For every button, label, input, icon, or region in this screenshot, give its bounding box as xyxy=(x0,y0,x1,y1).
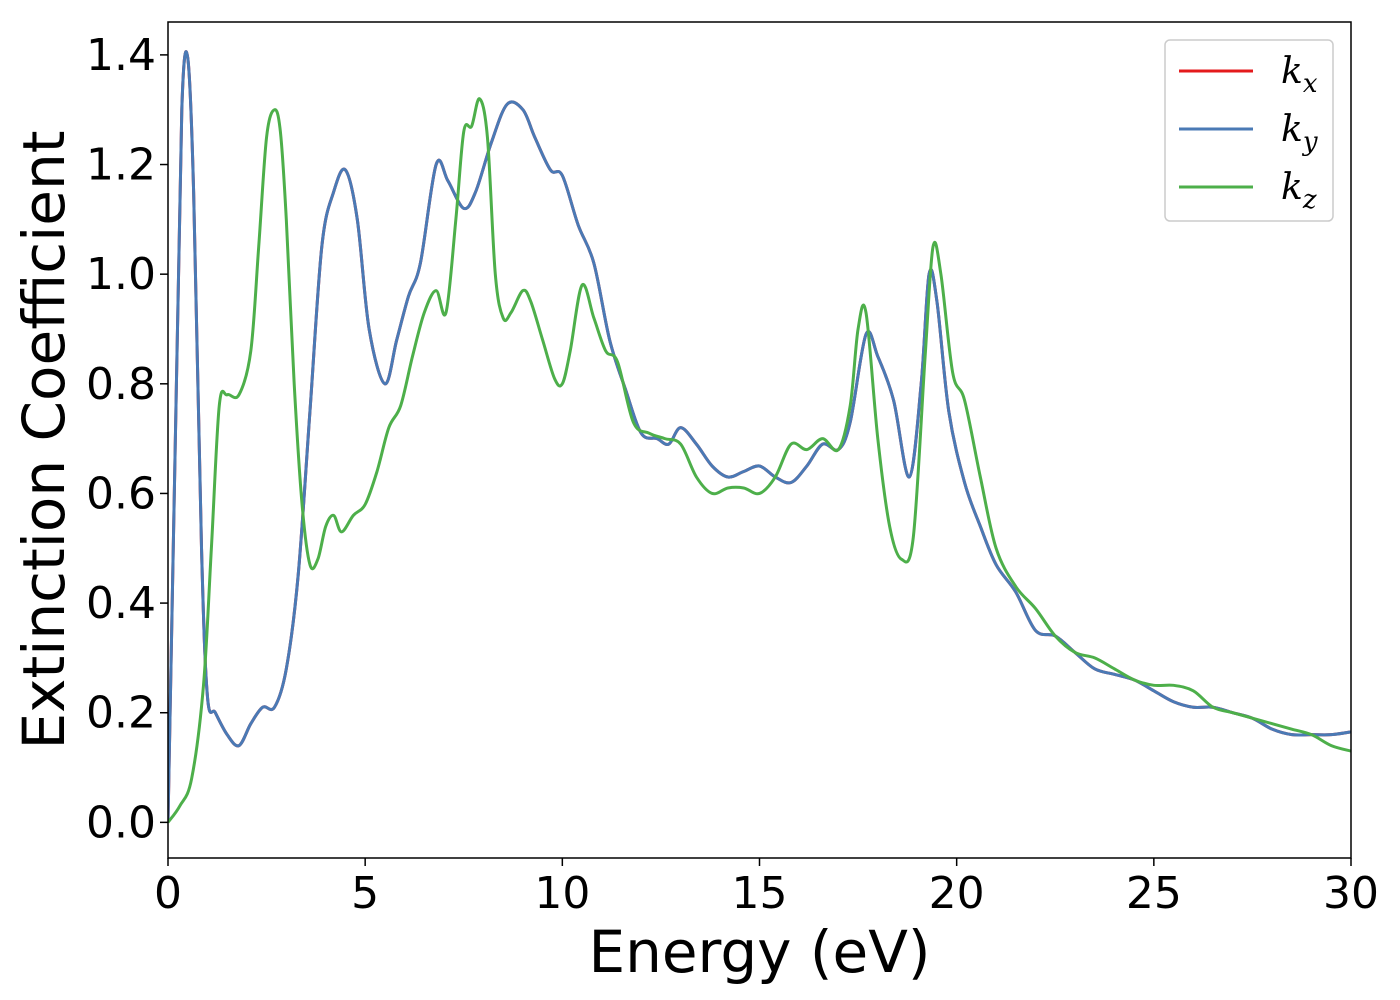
y-tick-label: 0.6 xyxy=(86,468,156,519)
legend-label-kz: kz xyxy=(1281,167,1317,215)
y-tick-label: 1.2 xyxy=(86,140,156,191)
legend-label-main: k xyxy=(1281,51,1303,92)
x-tick-label: 0 xyxy=(154,868,182,919)
series-line-kz xyxy=(168,97,1351,824)
legend-label-subscript: x xyxy=(1303,69,1318,99)
legend-label-subscript: y xyxy=(1302,127,1318,157)
legend-label-main: k xyxy=(1281,167,1303,208)
legend-label-ky: ky xyxy=(1281,109,1318,157)
y-tick-label: 0.2 xyxy=(86,688,156,739)
legend-label-subscript: z xyxy=(1302,185,1317,215)
legend-label-kx: kx xyxy=(1281,51,1318,99)
y-tick-label: 0.0 xyxy=(86,797,156,848)
x-tick-label: 25 xyxy=(1126,868,1182,919)
x-tick-label: 5 xyxy=(351,868,379,919)
x-axis-title: Energy (eV) xyxy=(588,918,930,986)
x-tick-label: 30 xyxy=(1323,868,1379,919)
legend-label-main: k xyxy=(1281,109,1303,150)
axis-ticks: 0 5 10 15 20 25 30 0.0 0.2 0.4 0.6 0.8 1.0 1.2 1.4 xyxy=(86,30,1379,919)
y-tick-label: 0.4 xyxy=(86,578,156,629)
y-tick-label: 1.4 xyxy=(86,30,156,81)
x-tick-label: 10 xyxy=(534,868,590,919)
y-tick-label: 1.0 xyxy=(86,249,156,300)
x-tick-label: 15 xyxy=(732,868,788,919)
x-tick-label: 20 xyxy=(929,868,985,919)
plot-lines xyxy=(168,50,1351,824)
y-tick-label: 0.8 xyxy=(86,359,156,410)
y-axis-title: Extinction Coefficient xyxy=(10,131,78,750)
